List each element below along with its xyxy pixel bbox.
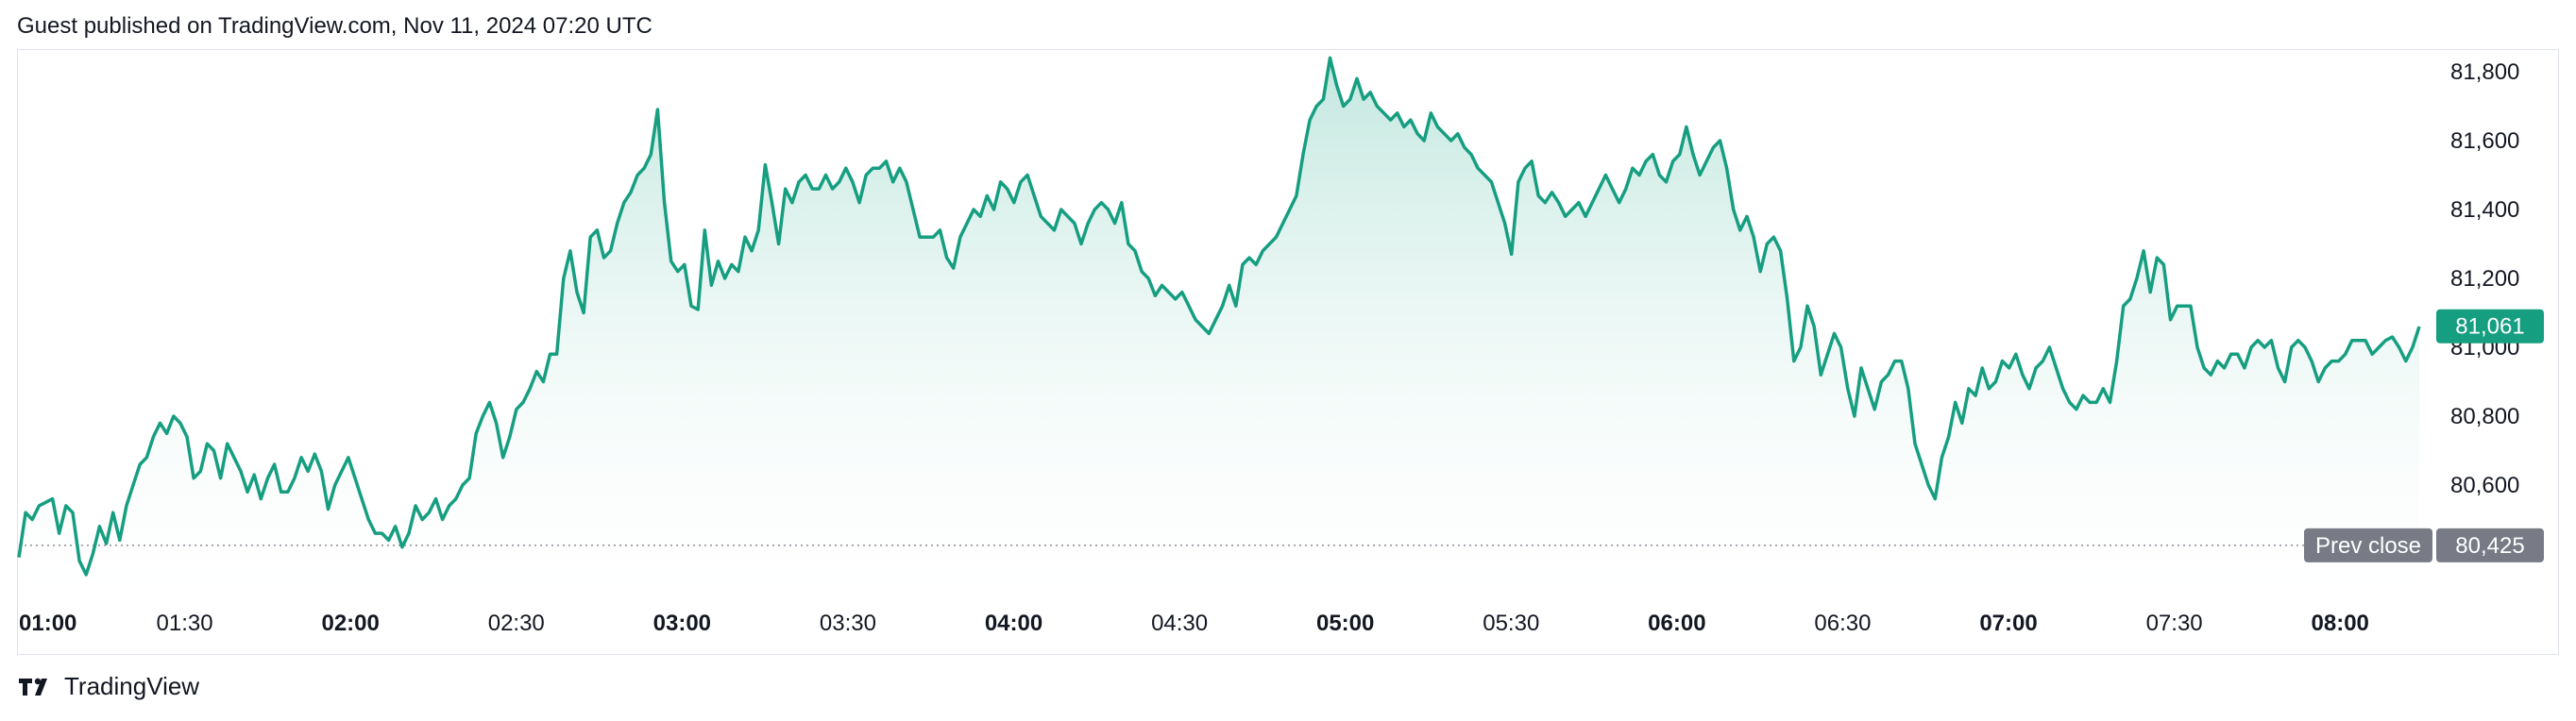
svg-text:80,425: 80,425	[2455, 533, 2524, 559]
x-tick-label: 04:00	[985, 611, 1042, 636]
x-tick-label: 07:30	[2146, 611, 2203, 636]
chart-frame[interactable]	[17, 49, 2559, 655]
svg-text:81,061: 81,061	[2455, 314, 2524, 340]
line-layer	[17, 56, 2421, 577]
prev-close-value-label: 80,425	[2436, 528, 2544, 562]
price-chart[interactable]: 80,60080,80081,00081,20081,40081,60081,8…	[0, 0, 2576, 661]
x-tick-label: 06:00	[1648, 611, 1705, 636]
x-tick-label: 03:30	[820, 611, 876, 636]
prev-close-label: Prev close	[2304, 528, 2432, 562]
y-tick-label: 80,600	[2450, 473, 2519, 498]
price-line	[17, 56, 2421, 577]
x-tick-label: 04:30	[1151, 611, 1208, 636]
x-tick-label: 02:00	[321, 611, 379, 636]
price-labels: 81,061 Prev close 80,425	[2304, 309, 2544, 562]
tradingview-logo[interactable]: TradingView	[17, 672, 199, 701]
y-tick-label: 81,200	[2450, 266, 2519, 292]
x-tick-label: 06:30	[1814, 611, 1871, 636]
brand-name: TradingView	[64, 672, 200, 700]
y-tick-label: 80,800	[2450, 404, 2519, 429]
x-tick-label: 03:00	[653, 611, 711, 636]
price-area-fill	[19, 58, 2419, 595]
x-tick-label: 01:00	[19, 611, 76, 636]
y-tick-label: 81,800	[2450, 59, 2519, 85]
x-axis: 01:00 01:30 02:00 02:30 03:00 03:30 04:00 04:30…	[19, 611, 2369, 636]
tradingview-icon	[19, 678, 47, 696]
x-tick-label: 05:00	[1316, 611, 1374, 636]
svg-text:Prev close: Prev close	[2315, 533, 2421, 559]
area-layer	[19, 58, 2419, 595]
x-tick-label: 08:00	[2312, 611, 2369, 636]
published-caption: Guest published on TradingView.com, Nov …	[17, 13, 652, 39]
x-tick-label: 02:30	[488, 611, 545, 636]
x-tick-label: 05:30	[1483, 611, 1539, 636]
y-axis: 80,60080,80081,00081,20081,40081,60081,8…	[2450, 59, 2519, 498]
last-price-label: 81,061	[2436, 309, 2544, 344]
y-tick-label: 81,400	[2450, 197, 2519, 223]
x-tick-label: 07:00	[1979, 611, 2037, 636]
x-tick-label: 01:30	[157, 611, 213, 636]
y-tick-label: 81,600	[2450, 128, 2519, 154]
